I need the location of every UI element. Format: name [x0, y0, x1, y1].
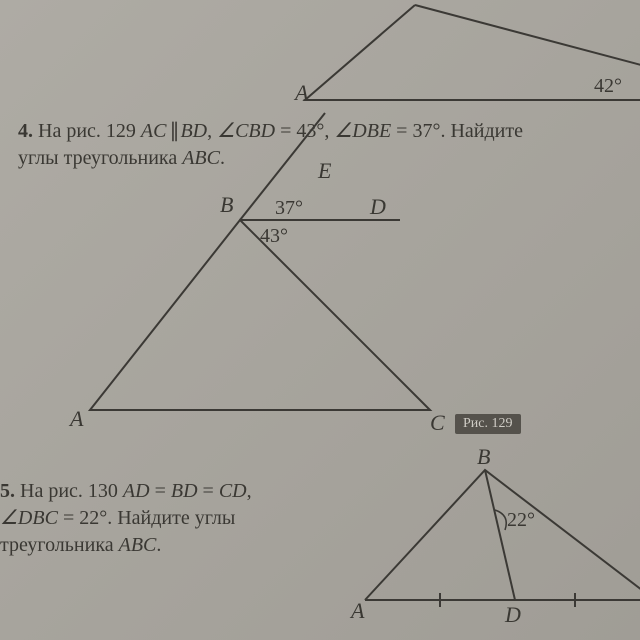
top-triangle-figure: A 42° [280, 0, 640, 108]
figure-129: A B C D E 37° 43° [70, 180, 490, 450]
fig130-D: D [504, 602, 521, 627]
fig129-B: B [220, 192, 233, 217]
fig129-D: D [369, 194, 386, 219]
fig129-ang37: 37° [275, 197, 303, 219]
top-angle-42: 42° [594, 75, 622, 97]
textbook-page: A 42° 4. На рис. 129 AC ∥ BD, ∠CBD = 43°… [0, 0, 640, 640]
problem-5-number: 5. [0, 480, 15, 502]
fig129-ang43: 43° [260, 225, 288, 247]
fig129-C: C [430, 410, 445, 435]
figure-129-caption: Рис. 129 [455, 414, 521, 434]
problem-5-text: 5. На рис. 130 AD = BD = CD, ∠DBC = 22°.… [0, 478, 350, 559]
figure-130: A B D 22° [355, 460, 640, 640]
fig129-A: A [68, 406, 84, 431]
fig130-B: B [477, 444, 490, 469]
fig129-E: E [317, 158, 332, 183]
top-vertex-A: A [293, 80, 309, 105]
problem-4-number: 4. [18, 120, 33, 142]
fig130-A: A [349, 598, 365, 623]
fig130-ang22: 22° [507, 509, 535, 531]
